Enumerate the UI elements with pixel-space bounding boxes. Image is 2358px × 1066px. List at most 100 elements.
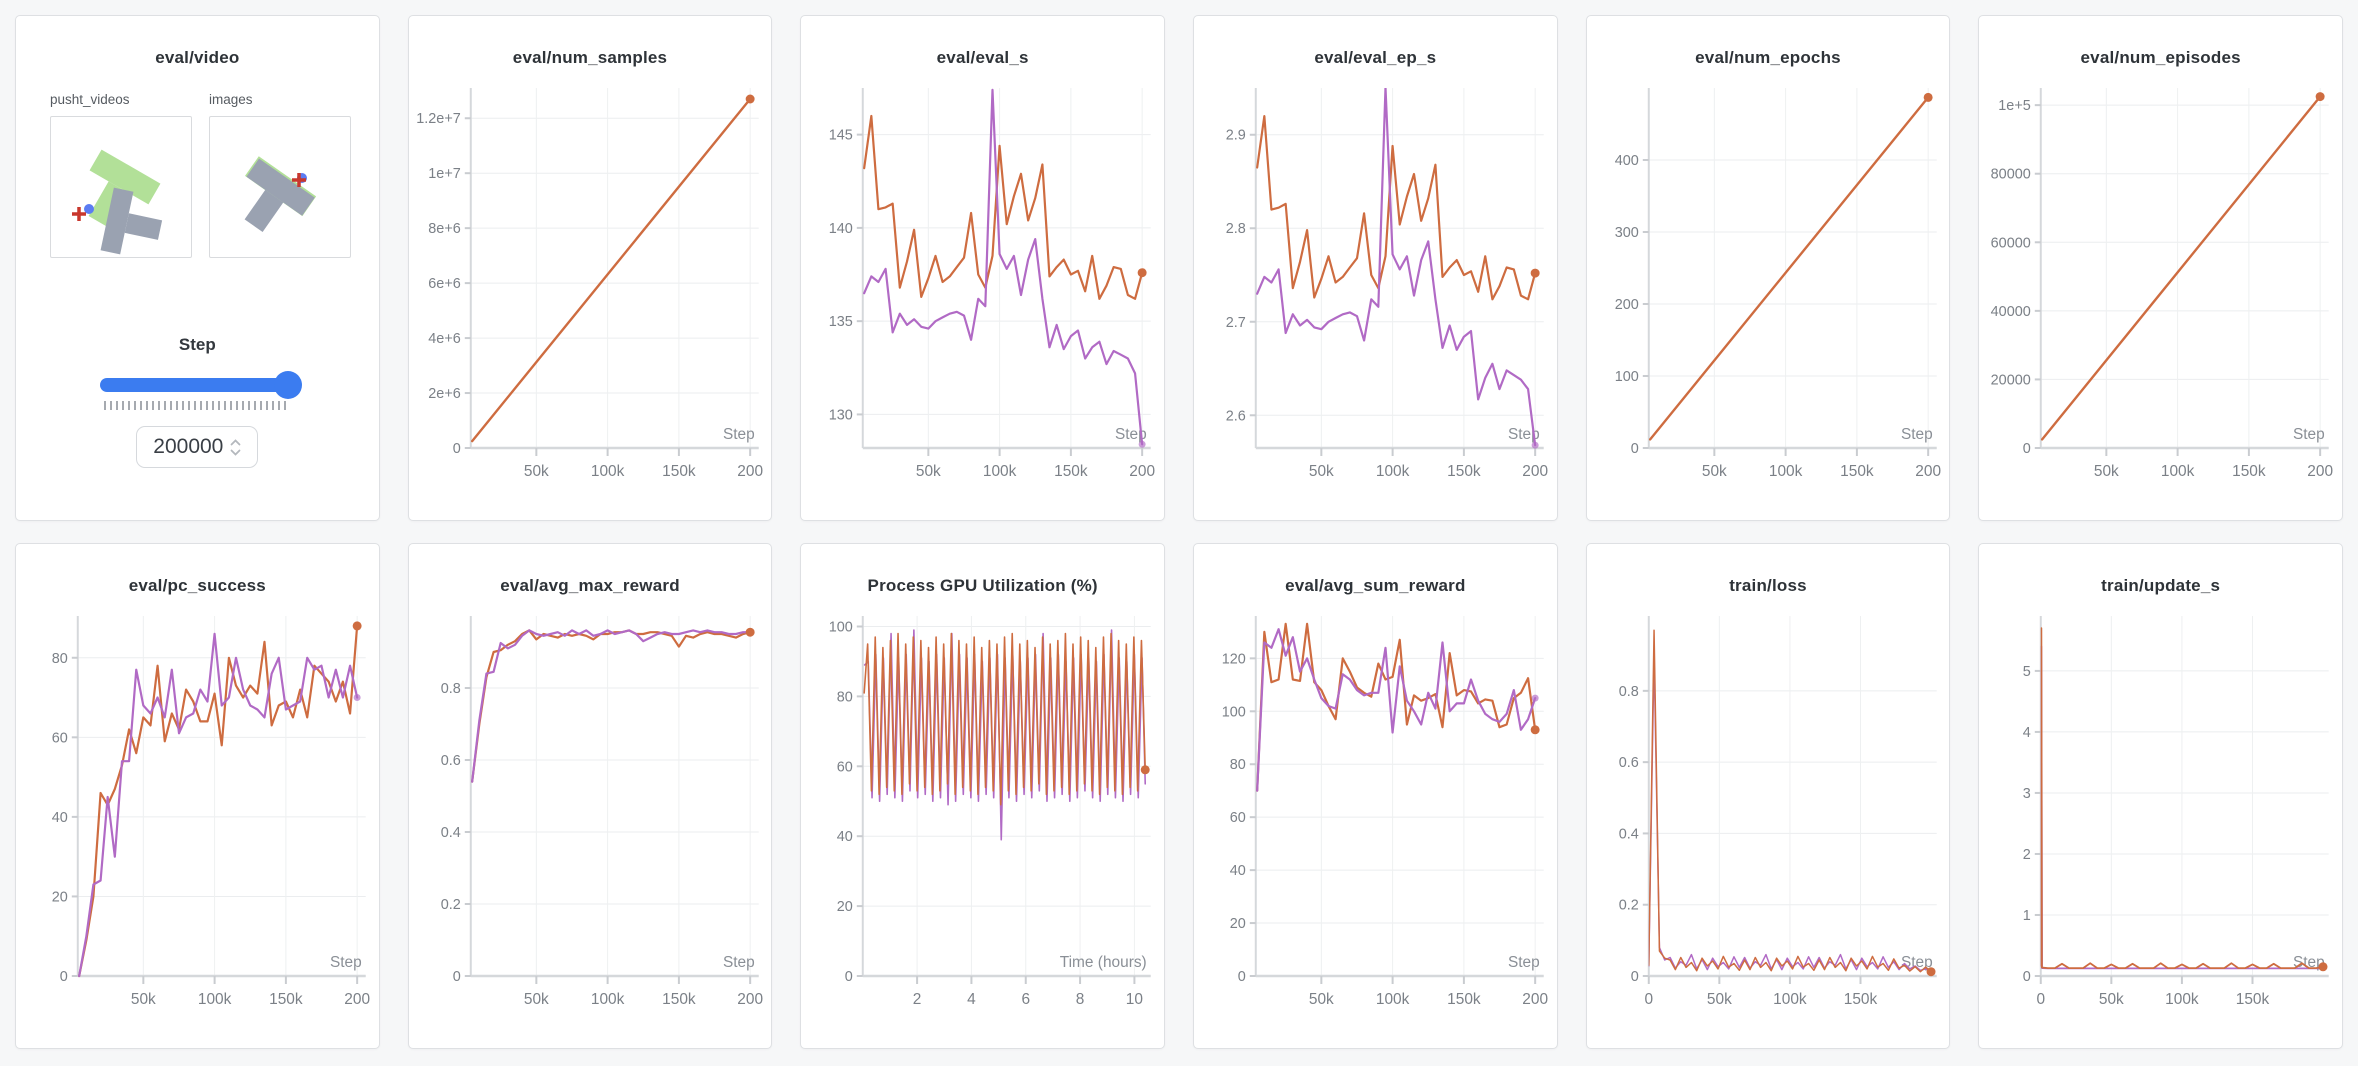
svg-text:0: 0 xyxy=(845,969,853,985)
panel-title: Process GPU Utilization (%) xyxy=(867,576,1098,595)
line-chart[interactable]: 2.6 2.7 2.8 2.9 50k 100k 150k 200 Step xyxy=(1194,72,1557,504)
svg-text:150k: 150k xyxy=(1447,463,1481,480)
line-chart[interactable]: 0 100 200 300 400 50k 100k 150k 200 Step xyxy=(1587,72,1950,504)
svg-text:Step: Step xyxy=(1901,426,1933,443)
line-chart[interactable]: 0 20 40 60 80 100 2 4 6 8 10 Time (hours) xyxy=(801,600,1164,1032)
svg-text:3: 3 xyxy=(2023,786,2031,802)
line-chart[interactable]: 0 20 40 60 80 50k 100k 150k 200 Step xyxy=(16,600,379,1032)
svg-text:0: 0 xyxy=(452,441,460,457)
svg-text:50k: 50k xyxy=(1707,991,1732,1008)
svg-text:20000: 20000 xyxy=(1991,372,2031,388)
svg-text:60000: 60000 xyxy=(1991,235,2031,251)
pusht-image-thumbnail[interactable] xyxy=(209,116,351,258)
svg-text:100k: 100k xyxy=(591,463,625,480)
svg-text:4e+6: 4e+6 xyxy=(428,331,461,347)
svg-text:0: 0 xyxy=(1630,969,1638,985)
svg-text:140: 140 xyxy=(829,221,853,237)
svg-text:100: 100 xyxy=(829,619,853,635)
slider-thumb[interactable] xyxy=(274,371,303,399)
svg-text:200: 200 xyxy=(1130,463,1156,480)
svg-text:4: 4 xyxy=(967,991,976,1008)
svg-text:5: 5 xyxy=(2023,664,2031,680)
svg-text:100k: 100k xyxy=(983,463,1017,480)
panel-eval-eval-ep-s: eval/eval_ep_s 2.6 2.7 2.8 2.9 50k 100k 150k 20… xyxy=(1192,15,1558,521)
panel-eval-num-episodes: eval/num_episodes 0 20000 40000 60000 80000 1… xyxy=(1978,15,2343,521)
svg-text:200: 200 xyxy=(737,463,763,480)
svg-text:0: 0 xyxy=(1644,991,1653,1008)
svg-text:50k: 50k xyxy=(1309,463,1334,480)
panel-title: eval/num_samples xyxy=(512,48,668,67)
stepper-up-icon[interactable] xyxy=(230,438,241,446)
svg-text:200: 200 xyxy=(1614,297,1638,313)
step-slider[interactable] xyxy=(100,371,303,399)
step-number-input[interactable]: 200000 xyxy=(136,426,259,468)
svg-text:150k: 150k xyxy=(662,463,696,480)
line-chart[interactable]: 0 20 40 60 80 100 120 50k 100k 150k 200 Step xyxy=(1194,600,1557,1032)
svg-text:150k: 150k xyxy=(1840,463,1874,480)
pusht-video-thumbnail[interactable] xyxy=(50,116,192,258)
svg-text:4: 4 xyxy=(2023,725,2031,741)
panel-title: eval/avg_sum_reward xyxy=(1285,576,1466,595)
svg-text:100: 100 xyxy=(1614,369,1638,385)
panel-eval-num-epochs: eval/num_epochs 0 100 200 300 400 50k 100k 150k… xyxy=(1585,15,1951,521)
svg-text:0.4: 0.4 xyxy=(1618,826,1638,842)
panel-eval-eval-s: eval/eval_s 130 135 140 145 50k 100k 150k 200 St… xyxy=(800,15,1165,521)
svg-text:10: 10 xyxy=(1126,991,1143,1008)
panel-train-loss: train/loss 0 0.2 0.4 0.6 0.8 0 50k 100k 150k Step xyxy=(1585,543,1951,1049)
svg-text:0.2: 0.2 xyxy=(440,897,460,913)
svg-text:Step: Step xyxy=(2293,426,2325,443)
svg-text:50k: 50k xyxy=(524,463,549,480)
target-cross xyxy=(292,173,306,187)
line-chart[interactable]: 0 2e+6 4e+6 6e+6 8e+6 1e+7 1.2e+7 50k 100k 150k 20… xyxy=(409,72,772,504)
svg-text:Step: Step xyxy=(1508,426,1540,443)
svg-text:100k: 100k xyxy=(2166,991,2200,1008)
line-chart[interactable]: 0 0.2 0.4 0.6 0.8 50k 100k 150k 200 Step xyxy=(409,600,772,1032)
panel-eval-num-samples: eval/num_samples 0 2e+6 4e+6 6e+6 8e+6 1e+7 1.… xyxy=(407,15,773,521)
media-thumbnails: pusht_videos images xyxy=(50,92,379,263)
panel-train-update-s: train/update_s 0 1 2 3 4 5 0 50k 100k 150k Step xyxy=(1978,543,2343,1049)
svg-text:2: 2 xyxy=(2023,847,2031,863)
panel-title: eval/num_epochs xyxy=(1695,48,1841,67)
svg-text:6e+6: 6e+6 xyxy=(428,276,461,292)
stepper-arrows xyxy=(230,438,241,456)
panel-title: eval/eval_s xyxy=(936,48,1029,67)
line-chart[interactable]: 130 135 140 145 50k 100k 150k 200 Step xyxy=(801,72,1164,504)
slider-track[interactable] xyxy=(100,378,295,392)
svg-text:1.2e+7: 1.2e+7 xyxy=(416,111,461,127)
svg-text:Time (hours): Time (hours) xyxy=(1060,954,1147,971)
svg-text:40: 40 xyxy=(837,829,853,845)
svg-text:50k: 50k xyxy=(1702,463,1727,480)
svg-text:Step: Step xyxy=(330,954,362,971)
svg-text:300: 300 xyxy=(1614,225,1638,241)
svg-text:100k: 100k xyxy=(591,991,625,1008)
svg-text:Step: Step xyxy=(1115,426,1147,443)
svg-text:Step: Step xyxy=(2293,954,2325,971)
svg-text:2: 2 xyxy=(913,991,922,1008)
svg-text:130: 130 xyxy=(829,407,853,423)
line-chart[interactable]: 0 20000 40000 60000 80000 1e+5 50k 100k 150k 200 S… xyxy=(1979,72,2342,504)
svg-text:145: 145 xyxy=(829,128,853,144)
svg-text:100k: 100k xyxy=(1376,991,1410,1008)
svg-text:0: 0 xyxy=(2023,441,2031,457)
panel-eval-avg-sum-reward: eval/avg_sum_reward 0 20 40 60 80 100 120 50k 10… xyxy=(1192,543,1558,1049)
svg-text:150k: 150k xyxy=(662,991,696,1008)
svg-text:150k: 150k xyxy=(269,991,303,1008)
stepper-down-icon[interactable] xyxy=(230,449,241,456)
svg-text:50k: 50k xyxy=(916,463,941,480)
svg-text:0.4: 0.4 xyxy=(440,825,460,841)
svg-text:40000: 40000 xyxy=(1991,304,2031,320)
line-chart[interactable]: 0 1 2 3 4 5 0 50k 100k 150k Step xyxy=(1979,600,2342,1032)
svg-text:Step: Step xyxy=(723,954,755,971)
line-chart[interactable]: 0 0.2 0.4 0.6 0.8 0 50k 100k 150k Step xyxy=(1587,600,1950,1032)
svg-text:0.2: 0.2 xyxy=(1618,898,1638,914)
svg-text:0: 0 xyxy=(452,969,460,985)
panel-title: eval/eval_ep_s xyxy=(1314,48,1437,67)
svg-text:40: 40 xyxy=(52,810,68,826)
svg-text:0: 0 xyxy=(60,969,68,985)
svg-text:80: 80 xyxy=(837,689,853,705)
svg-text:60: 60 xyxy=(1230,810,1246,826)
svg-text:8e+6: 8e+6 xyxy=(428,221,461,237)
svg-text:8: 8 xyxy=(1076,991,1085,1008)
svg-text:50k: 50k xyxy=(2094,463,2119,480)
